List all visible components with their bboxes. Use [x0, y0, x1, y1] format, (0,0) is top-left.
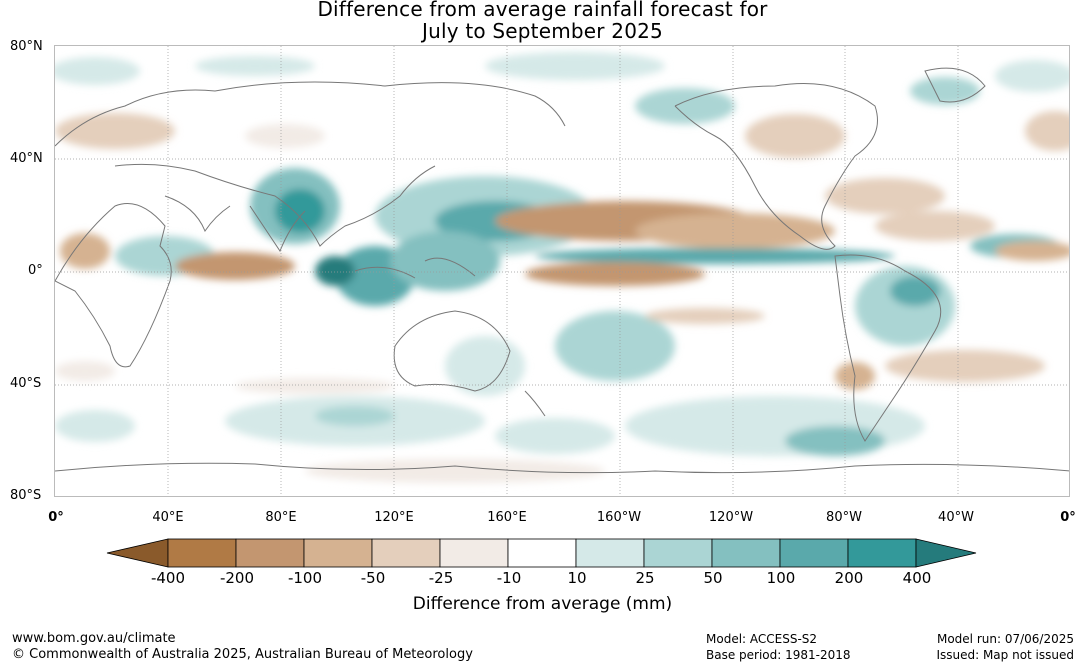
- lat-label-equator: 0°: [28, 263, 43, 278]
- colorbar-swatch: [507, 538, 577, 568]
- lon-label-80w: 80°W: [826, 510, 862, 525]
- lat-label-80s: 80°S: [10, 488, 42, 503]
- colorbar-extend-high: [915, 538, 977, 568]
- lon-label-0-right: 0°: [1060, 510, 1076, 525]
- lon-label-160e: 160°E: [487, 510, 527, 525]
- colorbar-swatch: [643, 538, 713, 568]
- anomaly-fields: [55, 52, 1069, 483]
- footer-model: Model: ACCESS-S2: [706, 632, 818, 646]
- lat-label-80n: 80°N: [10, 39, 43, 54]
- colorbar-label: 50: [703, 569, 723, 587]
- lon-label-120w: 120°W: [708, 510, 754, 525]
- colorbar-label: 400: [902, 569, 932, 587]
- colorbar-swatch: [779, 538, 849, 568]
- lon-label-160w: 160°W: [596, 510, 642, 525]
- rainfall-anomaly-map: [54, 45, 1070, 497]
- colorbar-swatch: [371, 538, 441, 568]
- colorbar-label: 25: [635, 569, 655, 587]
- colorbar-label: -200: [219, 569, 255, 587]
- map-title-line-1: Difference from average rainfall forecas…: [317, 0, 768, 21]
- graticule: [55, 46, 1069, 496]
- colorbar: [106, 538, 977, 568]
- footer-issued: Issued: Map not issued: [936, 648, 1074, 662]
- colorbar-label: 100: [766, 569, 796, 587]
- map-canvas: [55, 46, 1069, 496]
- lat-label-40s: 40°S: [10, 376, 42, 391]
- colorbar-swatch: [439, 538, 509, 568]
- colorbar-swatch: [575, 538, 645, 568]
- lon-label-40w: 40°W: [938, 510, 974, 525]
- colorbar-label: 200: [834, 569, 864, 587]
- colorbar-label: 10: [567, 569, 587, 587]
- lon-label-40e: 40°E: [152, 510, 184, 525]
- lon-label-80e: 80°E: [265, 510, 297, 525]
- footer-base-period: Base period: 1981-2018: [706, 648, 851, 662]
- colorbar-title: Difference from average (mm): [412, 594, 673, 614]
- footer-website: www.bom.gov.au/climate: [12, 631, 176, 646]
- coastlines: [55, 67, 1069, 474]
- colorbar-extend-low: [106, 538, 169, 568]
- colorbar-swatch: [303, 538, 373, 568]
- colorbar-label: -100: [287, 569, 323, 587]
- lon-label-120e: 120°E: [374, 510, 414, 525]
- map-title-line-2: July to September 2025: [422, 19, 663, 43]
- colorbar-label: -10: [496, 569, 522, 587]
- colorbar-label: -50: [360, 569, 386, 587]
- colorbar-swatch: [847, 538, 917, 568]
- lon-label-0-left: 0°: [48, 510, 64, 525]
- lat-label-40n: 40°N: [10, 151, 43, 166]
- colorbar-swatch: [167, 538, 237, 568]
- colorbar-label: -400: [150, 569, 186, 587]
- colorbar-swatch: [235, 538, 305, 568]
- footer-copyright: © Commonwealth of Australia 2025, Austra…: [12, 647, 473, 662]
- footer-model-run: Model run: 07/06/2025: [936, 632, 1074, 646]
- colorbar-label: -25: [428, 569, 454, 587]
- colorbar-swatch: [711, 538, 781, 568]
